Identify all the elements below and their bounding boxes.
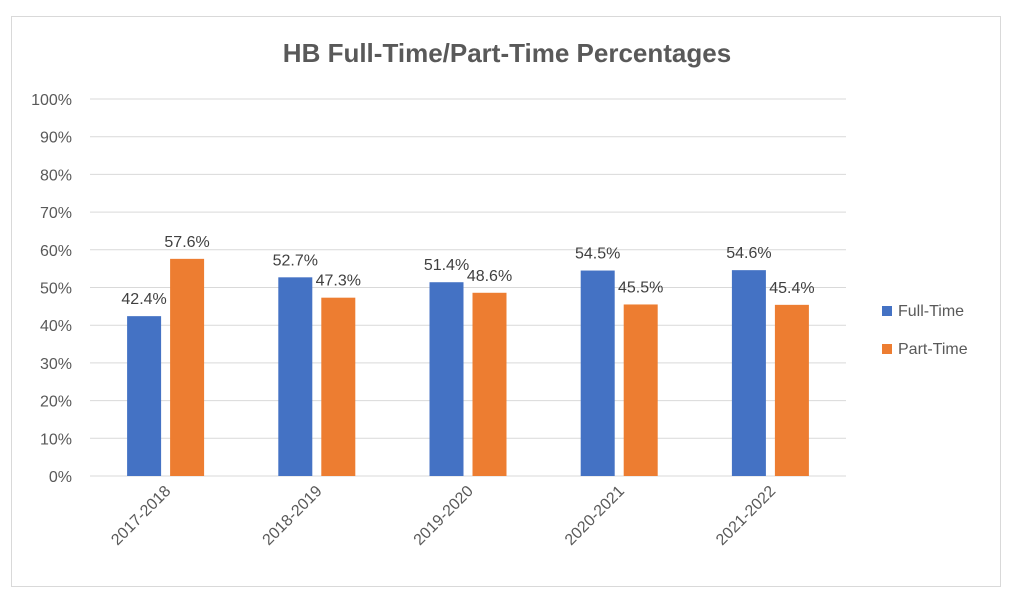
y-tick-label: 20% — [40, 394, 72, 411]
legend-label: Full-Time — [898, 303, 964, 320]
bar-part-time — [321, 297, 356, 476]
gridlines — [90, 98, 846, 477]
bar-part-time — [774, 304, 809, 476]
x-tick-label: 2020-2021 — [562, 483, 628, 549]
data-label: 51.4% — [424, 257, 469, 274]
x-axis-ticks: 2017-2018 2018-2019 2019-2020 2020-2021 2021… — [108, 483, 779, 549]
y-tick-label: 50% — [40, 281, 72, 298]
legend: Full-Time Part-Time — [882, 303, 968, 358]
y-tick-label: 10% — [40, 431, 72, 448]
data-label: 47.3% — [316, 273, 361, 290]
y-tick-label: 100% — [31, 92, 72, 109]
data-label: 54.6% — [726, 245, 771, 262]
y-tick-label: 60% — [40, 243, 72, 260]
chart-title: HB Full-Time/Part-Time Percentages — [283, 38, 731, 68]
data-label: 57.6% — [164, 234, 209, 251]
legend-swatch — [882, 344, 892, 354]
x-tick-label: 2019-2020 — [411, 483, 477, 549]
bar-full-time — [278, 277, 313, 476]
bar-full-time — [429, 282, 464, 476]
y-tick-label: 40% — [40, 318, 72, 335]
data-label: 42.4% — [121, 291, 166, 308]
data-label: 54.5% — [575, 246, 620, 263]
bars — [127, 258, 809, 476]
y-tick-label: 70% — [40, 205, 72, 222]
x-tick-label: 2017-2018 — [108, 483, 174, 549]
y-axis-ticks: 0% 10% 20% 30% 40% 50% 60% 70% 80% 90% 100% — [31, 92, 72, 486]
y-tick-label: 90% — [40, 130, 72, 147]
data-labels: 42.4% 57.6% 52.7% 47.3% 51.4%48.6% 54.5% 45.5%… — [121, 234, 814, 308]
bar-part-time — [170, 258, 205, 476]
y-tick-label: 80% — [40, 167, 72, 184]
bar-full-time — [127, 316, 162, 476]
bar-part-time — [623, 304, 658, 476]
x-tick-label: 2018-2019 — [260, 483, 326, 549]
bar-full-time — [731, 270, 766, 476]
legend-label: Part-Time — [898, 341, 968, 358]
data-label: 52.7% — [273, 252, 318, 269]
legend-swatch — [882, 306, 892, 316]
bar-part-time — [472, 292, 507, 476]
data-label: 45.5% — [618, 279, 663, 296]
bar-full-time — [580, 270, 615, 476]
x-tick-label: 2021-2022 — [713, 483, 779, 549]
y-tick-label: 0% — [49, 469, 72, 486]
data-label: 48.6% — [467, 268, 512, 285]
data-label: 45.4% — [769, 280, 814, 297]
y-tick-label: 30% — [40, 356, 72, 373]
